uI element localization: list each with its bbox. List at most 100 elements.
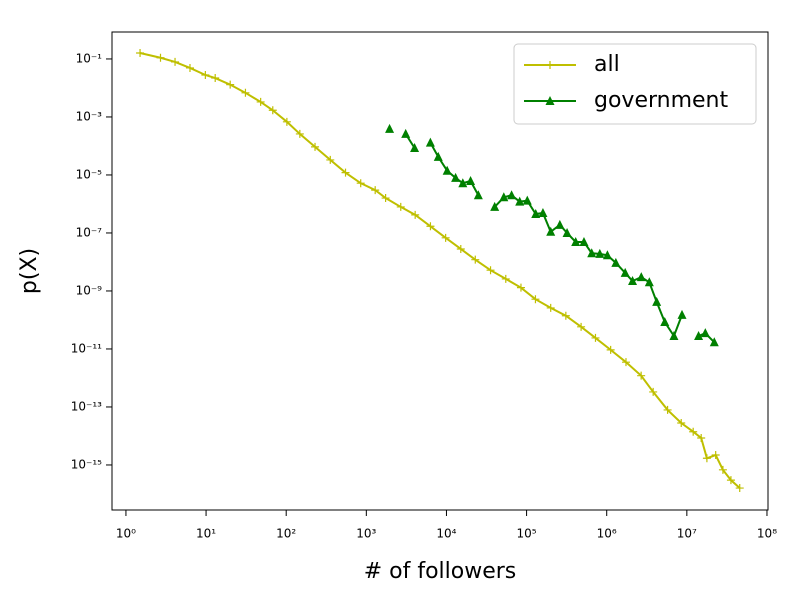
x-tick-label: 10⁴ bbox=[436, 527, 456, 541]
marker bbox=[709, 337, 719, 347]
marker bbox=[694, 330, 704, 340]
marker bbox=[356, 179, 365, 188]
marker bbox=[697, 434, 706, 443]
marker bbox=[371, 186, 380, 195]
marker bbox=[156, 53, 165, 62]
x-tick-label: 10⁵ bbox=[517, 527, 537, 541]
y-tick-label: 10⁻¹¹ bbox=[71, 341, 102, 355]
marker bbox=[546, 61, 554, 69]
marker bbox=[256, 97, 265, 106]
x-tick-label: 10³ bbox=[356, 527, 376, 541]
marker bbox=[471, 255, 480, 264]
marker bbox=[295, 129, 304, 138]
marker bbox=[700, 328, 710, 338]
marker bbox=[441, 233, 450, 242]
y-tick-label: 10⁻¹³ bbox=[71, 399, 102, 413]
marker bbox=[458, 178, 468, 188]
marker bbox=[311, 142, 320, 151]
marker bbox=[711, 451, 720, 460]
marker bbox=[515, 196, 525, 206]
marker bbox=[621, 358, 630, 367]
marker bbox=[538, 207, 548, 217]
marker bbox=[561, 311, 570, 320]
marker bbox=[620, 267, 630, 277]
marker bbox=[595, 248, 605, 258]
y-tick-label: 10⁻¹ bbox=[76, 51, 103, 65]
marker bbox=[466, 175, 476, 185]
marker bbox=[486, 266, 495, 275]
marker bbox=[531, 295, 540, 304]
y-tick-label: 10⁻⁹ bbox=[76, 283, 103, 297]
marker bbox=[282, 117, 291, 126]
marker bbox=[545, 96, 555, 105]
marker bbox=[555, 219, 565, 229]
marker bbox=[602, 250, 612, 260]
marker bbox=[341, 168, 350, 177]
marker bbox=[649, 387, 658, 396]
marker bbox=[426, 222, 435, 231]
marker bbox=[442, 165, 452, 175]
plot-frame bbox=[111, 31, 769, 511]
x-tick-label: 10⁸ bbox=[757, 527, 777, 541]
marker bbox=[396, 202, 405, 211]
marker bbox=[660, 317, 670, 327]
marker bbox=[201, 70, 210, 79]
marker bbox=[490, 201, 500, 211]
x-axis-label: # of followers bbox=[364, 559, 517, 584]
marker bbox=[628, 276, 638, 286]
marker bbox=[579, 236, 589, 246]
y-tick-label: 10⁻⁵ bbox=[76, 167, 103, 181]
marker bbox=[326, 155, 335, 164]
marker bbox=[546, 303, 555, 312]
marker bbox=[735, 484, 744, 493]
marker bbox=[591, 333, 600, 342]
marker bbox=[451, 172, 461, 182]
marker bbox=[677, 418, 686, 427]
marker bbox=[410, 143, 420, 153]
legend-label: government bbox=[594, 88, 728, 113]
y-tick-label: 10⁻¹⁵ bbox=[71, 457, 102, 471]
marker bbox=[411, 210, 420, 219]
marker bbox=[171, 57, 180, 66]
marker bbox=[456, 244, 465, 253]
marker bbox=[507, 190, 517, 200]
marker bbox=[669, 330, 679, 340]
marker bbox=[473, 190, 483, 200]
marker bbox=[644, 277, 654, 287]
marker bbox=[718, 465, 727, 474]
marker bbox=[571, 236, 581, 246]
marker bbox=[531, 209, 541, 219]
y-axis-label: p(X) bbox=[17, 248, 42, 294]
marker bbox=[241, 88, 250, 97]
x-tick-label: 10⁷ bbox=[677, 527, 697, 541]
marker bbox=[501, 274, 510, 283]
marker bbox=[522, 195, 532, 205]
marker bbox=[652, 296, 662, 306]
marker bbox=[516, 283, 525, 292]
marker bbox=[606, 345, 615, 354]
marker bbox=[587, 248, 597, 258]
marker bbox=[425, 137, 435, 147]
marker bbox=[136, 49, 145, 58]
y-tick-label: 10⁻³ bbox=[76, 109, 103, 123]
marker bbox=[577, 322, 586, 331]
y-tick-label: 10⁻⁷ bbox=[76, 225, 103, 239]
x-tick-label: 10² bbox=[276, 527, 296, 541]
marker bbox=[702, 454, 711, 463]
marker bbox=[385, 123, 395, 133]
marker bbox=[663, 405, 672, 414]
series-line bbox=[404, 133, 715, 343]
marker bbox=[611, 257, 621, 267]
legend-label: all bbox=[594, 52, 620, 77]
marker bbox=[677, 309, 687, 319]
marker bbox=[636, 272, 646, 282]
x-tick-label: 10⁰ bbox=[116, 527, 136, 541]
marker bbox=[637, 371, 646, 380]
marker bbox=[499, 192, 509, 202]
marker bbox=[546, 226, 556, 236]
marker bbox=[401, 128, 411, 138]
x-tick-label: 10⁶ bbox=[597, 527, 617, 541]
marker bbox=[268, 106, 277, 115]
marker bbox=[433, 151, 443, 161]
